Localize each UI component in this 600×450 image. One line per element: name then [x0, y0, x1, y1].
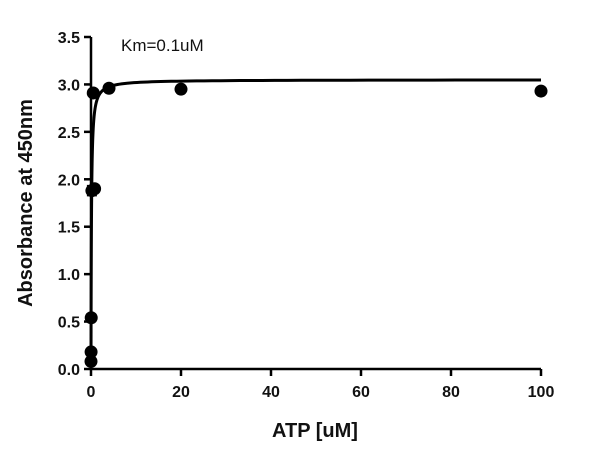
- y-tick-label: 2.5: [58, 125, 80, 142]
- x-tick-label: 20: [172, 384, 190, 401]
- y-tick-label: 3.5: [58, 30, 80, 47]
- axes: [89, 37, 541, 371]
- x-tick-label: 40: [262, 384, 280, 401]
- data-point: [102, 81, 116, 95]
- x-tick-label: 60: [352, 384, 370, 401]
- y-tick-label: 3.0: [58, 77, 80, 94]
- x-tick-label: 80: [442, 384, 460, 401]
- data-point: [84, 311, 98, 325]
- km-annotation: Km=0.1uM: [121, 36, 204, 55]
- y-tick-label: 1.0: [58, 267, 80, 284]
- data-points: [84, 81, 548, 368]
- data-point: [534, 84, 548, 98]
- y-tick-label: 0.5: [58, 315, 80, 332]
- y-axis-ticks: 0.0 0.5 1.0 1.5 2.0 2.5 3.0 3.5: [58, 30, 91, 379]
- data-point: [174, 82, 188, 96]
- x-axis-ticks: 0 20 40 60 80 100: [87, 369, 555, 401]
- data-point: [86, 86, 100, 100]
- data-point: [84, 354, 98, 368]
- x-axis-title: ATP [uM]: [272, 420, 358, 442]
- data-point: [88, 182, 102, 196]
- y-tick-label: 1.5: [58, 220, 80, 237]
- y-tick-label: 0.0: [58, 362, 80, 379]
- y-axis-title: Absorbance at 450nm: [15, 99, 37, 307]
- x-tick-label: 100: [528, 384, 555, 401]
- y-tick-label: 2.0: [58, 172, 80, 189]
- data-point: [84, 345, 98, 359]
- x-tick-label: 0: [87, 384, 96, 401]
- fit-curve: [89, 78, 542, 369]
